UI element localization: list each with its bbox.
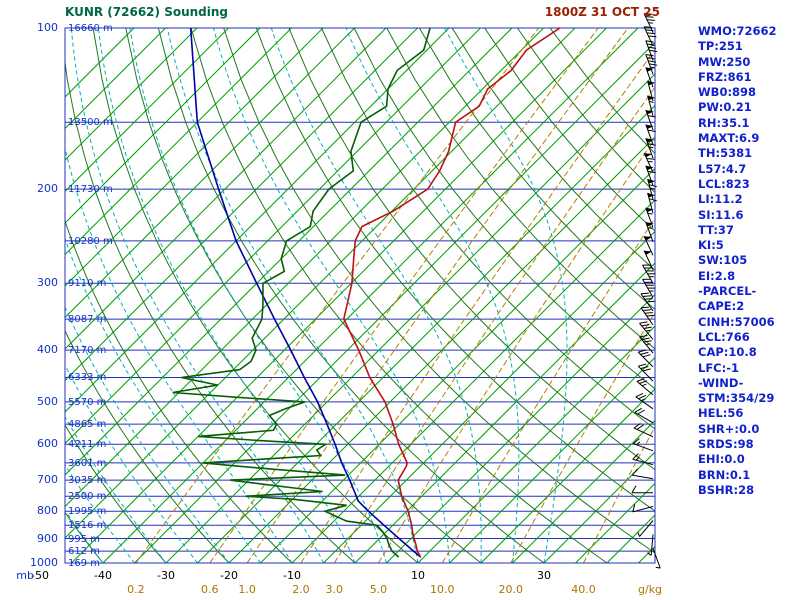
wind-barb-column xyxy=(631,13,661,569)
height-label: 4211 m xyxy=(68,439,107,451)
stat-line: KI:5 xyxy=(698,238,724,253)
pressure-tick-label: 200 xyxy=(37,182,58,196)
height-label: 7170 m xyxy=(68,345,107,357)
height-label: 1995 m xyxy=(68,506,107,518)
moist-adiabats xyxy=(65,28,568,563)
mixing-ratio-tick-label: 20.0 xyxy=(498,583,524,596)
stat-line: LCL:766 xyxy=(698,329,750,344)
dewpoint-trace xyxy=(172,28,431,558)
pressure-tick-label: 600 xyxy=(37,437,58,451)
pressure-tick-label: 300 xyxy=(37,276,58,290)
chart-title: KUNR (72662) Sounding xyxy=(65,5,228,19)
temp-tick-label: 30 xyxy=(537,569,551,582)
stat-line: HEL:56 xyxy=(698,406,744,421)
stat-line: CINH:57006 xyxy=(698,314,775,329)
temp-tick-label: 10 xyxy=(411,569,425,582)
pressure-tick-label: 800 xyxy=(37,504,58,518)
stat-line: CAPE:2 xyxy=(698,299,745,314)
temp-tick-label: -40 xyxy=(94,569,112,582)
mixing-ratio-unit: g/kg xyxy=(638,583,663,596)
stat-line: TP:251 xyxy=(698,39,743,54)
pressure-gridlines xyxy=(65,27,655,564)
stat-line: MAXT:6.9 xyxy=(698,131,760,146)
height-label: 4865 m xyxy=(68,419,107,431)
mixing-ratio-tick-label: 3.0 xyxy=(325,583,344,596)
stat-line: SRDS:98 xyxy=(698,437,754,452)
mixing-ratio-tick-label: 10.0 xyxy=(430,583,455,596)
stat-line: BSHR:28 xyxy=(698,482,755,497)
temp-tick-label: -20 xyxy=(220,569,238,582)
stat-line: WB0:898 xyxy=(698,85,757,100)
stat-line: L57:4.7 xyxy=(698,161,747,176)
height-label: 995 m xyxy=(68,533,101,545)
height-label: 169 m xyxy=(68,558,101,569)
dry-adiabats xyxy=(65,28,655,563)
stat-line: TH:5381 xyxy=(698,146,753,161)
temp-tick-label: -10 xyxy=(283,569,301,582)
mixing-ratio-lines xyxy=(135,28,655,563)
chart-datetime: 1800Z 31 OCT 25 xyxy=(544,5,660,19)
pressure-axis-unit: mb xyxy=(16,569,34,582)
stat-line: STM:354/29 xyxy=(698,391,775,406)
height-label: 6333 m xyxy=(68,372,107,384)
stat-line: EHI:0.0 xyxy=(698,452,745,467)
mixing-ratio-tick-label: 2.0 xyxy=(292,583,310,596)
mixing-ratio-tick-label: 0.2 xyxy=(127,583,145,596)
pressure-tick-label: 700 xyxy=(37,473,58,487)
stat-line: MW:250 xyxy=(698,54,751,69)
pressure-tick-label: 1000 xyxy=(30,556,58,569)
mixing-ratio-tick-label: 5.0 xyxy=(369,583,388,596)
stat-line: LFC:-1 xyxy=(698,360,739,375)
height-label: 2500 m xyxy=(68,491,107,503)
height-label: 13500 m xyxy=(68,117,113,129)
stat-line: RH:35.1 xyxy=(698,115,750,130)
stat-line: SHR+:0.0 xyxy=(698,421,760,436)
height-label: 3601 m xyxy=(68,457,107,469)
mixing-ratio-tick-label: 0.6 xyxy=(201,583,219,596)
stat-line: LCL:823 xyxy=(698,176,750,191)
plot-border xyxy=(64,27,656,564)
mixing-ratio-tick-label: 1.0 xyxy=(238,583,256,596)
height-label: 3035 m xyxy=(68,475,107,487)
height-label: 10280 m xyxy=(68,235,113,247)
stat-line: FRZ:861 xyxy=(698,69,752,84)
height-label: 9110 m xyxy=(68,278,107,290)
height-label: 16660 m xyxy=(68,23,113,34)
stats-panel: WMO:72662 TP:251 MW:250 FRZ:861 WB0:898 PW:0.… xyxy=(698,24,798,498)
height-label: 8087 m xyxy=(68,314,107,326)
pressure-tick-label: 500 xyxy=(37,394,58,408)
stat-line: EI:2.8 xyxy=(698,268,736,283)
stat-line: SI:11.6 xyxy=(698,207,744,222)
pressure-tick-label: 900 xyxy=(37,531,58,545)
pressure-tick-label: 400 xyxy=(37,343,58,357)
stat-line: BRN:0.1 xyxy=(698,467,751,482)
stat-line: -PARCEL- xyxy=(698,284,757,299)
height-label: 5570 m xyxy=(68,396,107,408)
stat-line: LI:11.2 xyxy=(698,192,743,207)
stat-line: CAP:10.8 xyxy=(698,345,757,360)
mixing-ratio-tick-label: 40.0 xyxy=(571,583,596,596)
height-label: 1516 m xyxy=(68,520,107,532)
parcel-trace xyxy=(189,28,422,558)
stat-line: -WIND- xyxy=(698,375,744,390)
pressure-tick-label: 100 xyxy=(37,21,58,34)
temp-tick-label: -50 xyxy=(31,569,49,582)
stat-line: PW:0.21 xyxy=(698,100,752,115)
stat-line: WMO:72662 xyxy=(698,24,777,38)
height-label: 11730 m xyxy=(68,184,113,196)
temperature-trace xyxy=(342,28,561,558)
height-label: 612 m xyxy=(68,546,101,558)
stat-line: TT:37 xyxy=(698,222,734,237)
temp-tick-label: -30 xyxy=(157,569,175,582)
stat-line: SW:105 xyxy=(698,253,748,268)
